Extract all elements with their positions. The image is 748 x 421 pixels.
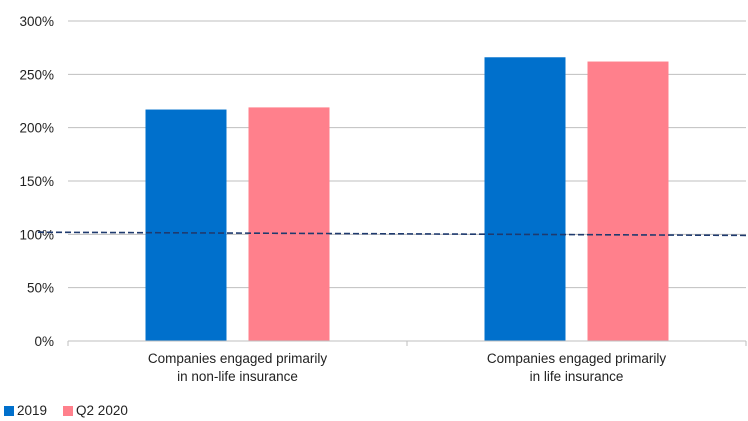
category-label: Companies engaged primarily (487, 351, 667, 366)
category-label: in non-life insurance (177, 369, 298, 384)
reference-line (37, 231, 747, 237)
legend: 2019 Q2 2020 (4, 403, 144, 418)
y-tick-label: 150% (19, 174, 54, 189)
legend-item-q2-2020: Q2 2020 (63, 403, 128, 418)
legend-label-2019: 2019 (17, 403, 48, 418)
reference-line-100-percent (37, 231, 747, 237)
category-labels: Companies engaged primarily in non-life i… (148, 351, 667, 384)
x-axis (67, 340, 747, 346)
legend-label-q2-2020: Q2 2020 (76, 403, 128, 418)
y-tick-label: 0% (34, 334, 54, 349)
legend-swatch-q2-2020 (63, 405, 74, 416)
bar (484, 57, 566, 342)
y-tick-label: 50% (27, 281, 54, 296)
bar (145, 109, 227, 342)
y-tick-label: 250% (19, 67, 54, 82)
bars (145, 57, 669, 342)
y-tick-label: 300% (19, 14, 54, 29)
y-tick-label: 200% (19, 121, 54, 136)
bar (248, 107, 330, 342)
category-label: in life insurance (530, 369, 624, 384)
category-label: Companies engaged primarily (148, 351, 328, 366)
y-tick-label: 100% (19, 227, 54, 242)
legend-item-2019: 2019 (4, 403, 47, 418)
bar (587, 61, 669, 342)
y-axis-tick-labels: 0% 50% 100% 150% 200% 250% 300% (19, 14, 54, 349)
legend-swatch-2019 (4, 405, 14, 416)
